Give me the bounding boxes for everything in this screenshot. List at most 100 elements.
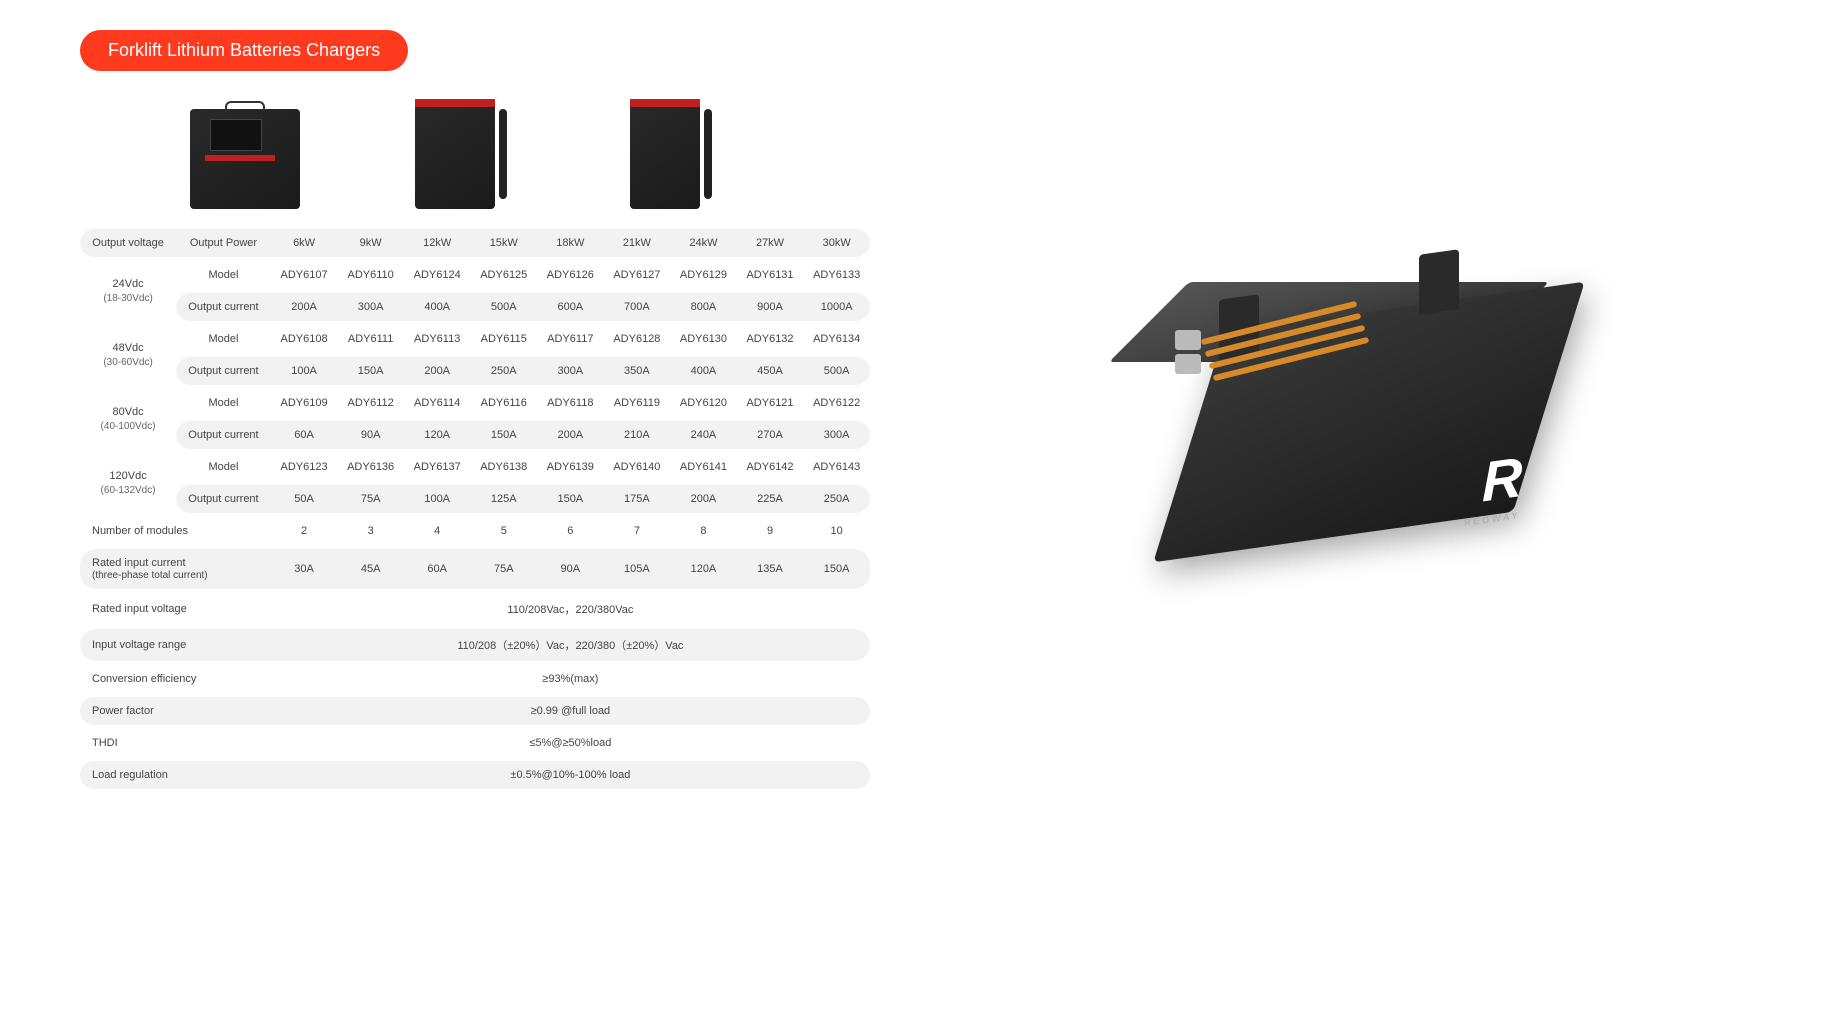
model-cell: ADY6133	[803, 261, 870, 289]
header-cell: Output Power	[176, 229, 271, 257]
row-label: Number of modules	[80, 517, 271, 545]
model-cell: ADY6136	[337, 453, 404, 481]
wide-value-cell: ±0.5%@10%-100% load	[271, 761, 870, 789]
model-cell: ADY6137	[404, 453, 471, 481]
wide-spec-row: Power factor≥0.99 @full load	[80, 697, 870, 725]
current-cell: 600A	[537, 293, 604, 321]
wide-value-cell: ≥0.99 @full load	[271, 697, 870, 725]
model-cell: ADY6130	[670, 325, 737, 353]
row-label: Load regulation	[80, 761, 271, 789]
header-cell: 27kW	[737, 229, 804, 257]
current-cell: 150A	[537, 485, 604, 513]
model-cell: ADY6126	[537, 261, 604, 289]
spec-table: Output voltageOutput Power6kW9kW12kW15kW…	[80, 225, 870, 793]
current-cell: 120A	[404, 421, 471, 449]
wide-spec-row: THDI≤5%@≥50%load	[80, 729, 870, 757]
header-cell: 12kW	[404, 229, 471, 257]
model-cell: ADY6116	[470, 389, 537, 417]
modules-cell: 5	[470, 517, 537, 545]
row-label: Rated input voltage	[80, 593, 271, 625]
current-cell: 150A	[337, 357, 404, 385]
input-current-cell: 135A	[737, 549, 804, 589]
modules-cell: 6	[537, 517, 604, 545]
current-cell: 250A	[470, 357, 537, 385]
current-cell: 225A	[737, 485, 804, 513]
charger-image-2	[390, 89, 520, 209]
header-row: Output voltageOutput Power6kW9kW12kW15kW…	[80, 229, 870, 257]
current-cell: 200A	[537, 421, 604, 449]
current-cell: 350A	[604, 357, 671, 385]
modules-cell: 2	[271, 517, 338, 545]
current-cell: 100A	[271, 357, 338, 385]
header-cell: 6kW	[271, 229, 338, 257]
input-current-row: Rated input current(three-phase total cu…	[80, 549, 870, 589]
input-current-cell: 90A	[537, 549, 604, 589]
model-cell: ADY6120	[670, 389, 737, 417]
model-cell: ADY6138	[470, 453, 537, 481]
row-label: Rated input current(three-phase total cu…	[80, 549, 271, 589]
model-cell: ADY6123	[271, 453, 338, 481]
row-label: Model	[176, 325, 271, 353]
model-cell: ADY6122	[803, 389, 870, 417]
modules-cell: 9	[737, 517, 804, 545]
current-cell: 150A	[470, 421, 537, 449]
voltage-cell: 48Vdc(30-60Vdc)	[80, 325, 176, 385]
current-cell: 60A	[271, 421, 338, 449]
product-images-row	[80, 89, 870, 209]
current-cell: 450A	[737, 357, 804, 385]
charger-image-1	[180, 89, 310, 209]
model-cell: ADY6142	[737, 453, 804, 481]
row-label: Conversion efficiency	[80, 665, 271, 693]
voltage-cell: 80Vdc(40-100Vdc)	[80, 389, 176, 449]
model-cell: ADY6125	[470, 261, 537, 289]
charger-image-3	[600, 89, 730, 209]
model-cell: ADY6110	[337, 261, 404, 289]
input-current-cell: 60A	[404, 549, 471, 589]
row-label: Output current	[176, 357, 271, 385]
current-cell: 75A	[337, 485, 404, 513]
current-cell: 50A	[271, 485, 338, 513]
modules-row: Number of modules2345678910	[80, 517, 870, 545]
header-cell: 15kW	[470, 229, 537, 257]
battery-image-section: R REDWAY	[870, 30, 1747, 793]
current-cell: 270A	[737, 421, 804, 449]
model-cell: ADY6128	[604, 325, 671, 353]
current-cell: 175A	[604, 485, 671, 513]
input-current-cell: 75A	[470, 549, 537, 589]
model-cell: ADY6117	[537, 325, 604, 353]
header-cell: 24kW	[670, 229, 737, 257]
model-row: 120Vdc(60-132Vdc)ModelADY6123ADY6136ADY6…	[80, 453, 870, 481]
model-cell: ADY6143	[803, 453, 870, 481]
header-cell: 9kW	[337, 229, 404, 257]
current-cell: 400A	[670, 357, 737, 385]
modules-cell: 10	[803, 517, 870, 545]
model-row: 24Vdc(18-30Vdc)ModelADY6107ADY6110ADY612…	[80, 261, 870, 289]
row-label: Output current	[176, 293, 271, 321]
input-current-cell: 30A	[271, 549, 338, 589]
model-row: 80Vdc(40-100Vdc)ModelADY6109ADY6112ADY61…	[80, 389, 870, 417]
row-label: Model	[176, 389, 271, 417]
model-cell: ADY6141	[670, 453, 737, 481]
current-cell: 1000A	[803, 293, 870, 321]
wide-spec-row: Conversion efficiency≥93%(max)	[80, 665, 870, 693]
header-cell: 21kW	[604, 229, 671, 257]
model-cell: ADY6115	[470, 325, 537, 353]
current-cell: 300A	[803, 421, 870, 449]
row-label: Model	[176, 261, 271, 289]
model-cell: ADY6134	[803, 325, 870, 353]
current-row: Output current200A300A400A500A600A700A80…	[80, 293, 870, 321]
input-current-cell: 45A	[337, 549, 404, 589]
wide-value-cell: ≤5%@≥50%load	[271, 729, 870, 757]
model-row: 48Vdc(30-60Vdc)ModelADY6108ADY6111ADY611…	[80, 325, 870, 353]
model-cell: ADY6107	[271, 261, 338, 289]
current-cell: 200A	[271, 293, 338, 321]
input-current-cell: 105A	[604, 549, 671, 589]
model-cell: ADY6129	[670, 261, 737, 289]
current-cell: 200A	[670, 485, 737, 513]
modules-cell: 7	[604, 517, 671, 545]
current-row: Output current100A150A200A250A300A350A40…	[80, 357, 870, 385]
model-cell: ADY6118	[537, 389, 604, 417]
input-current-cell: 120A	[670, 549, 737, 589]
voltage-cell: 120Vdc(60-132Vdc)	[80, 453, 176, 513]
current-cell: 125A	[470, 485, 537, 513]
